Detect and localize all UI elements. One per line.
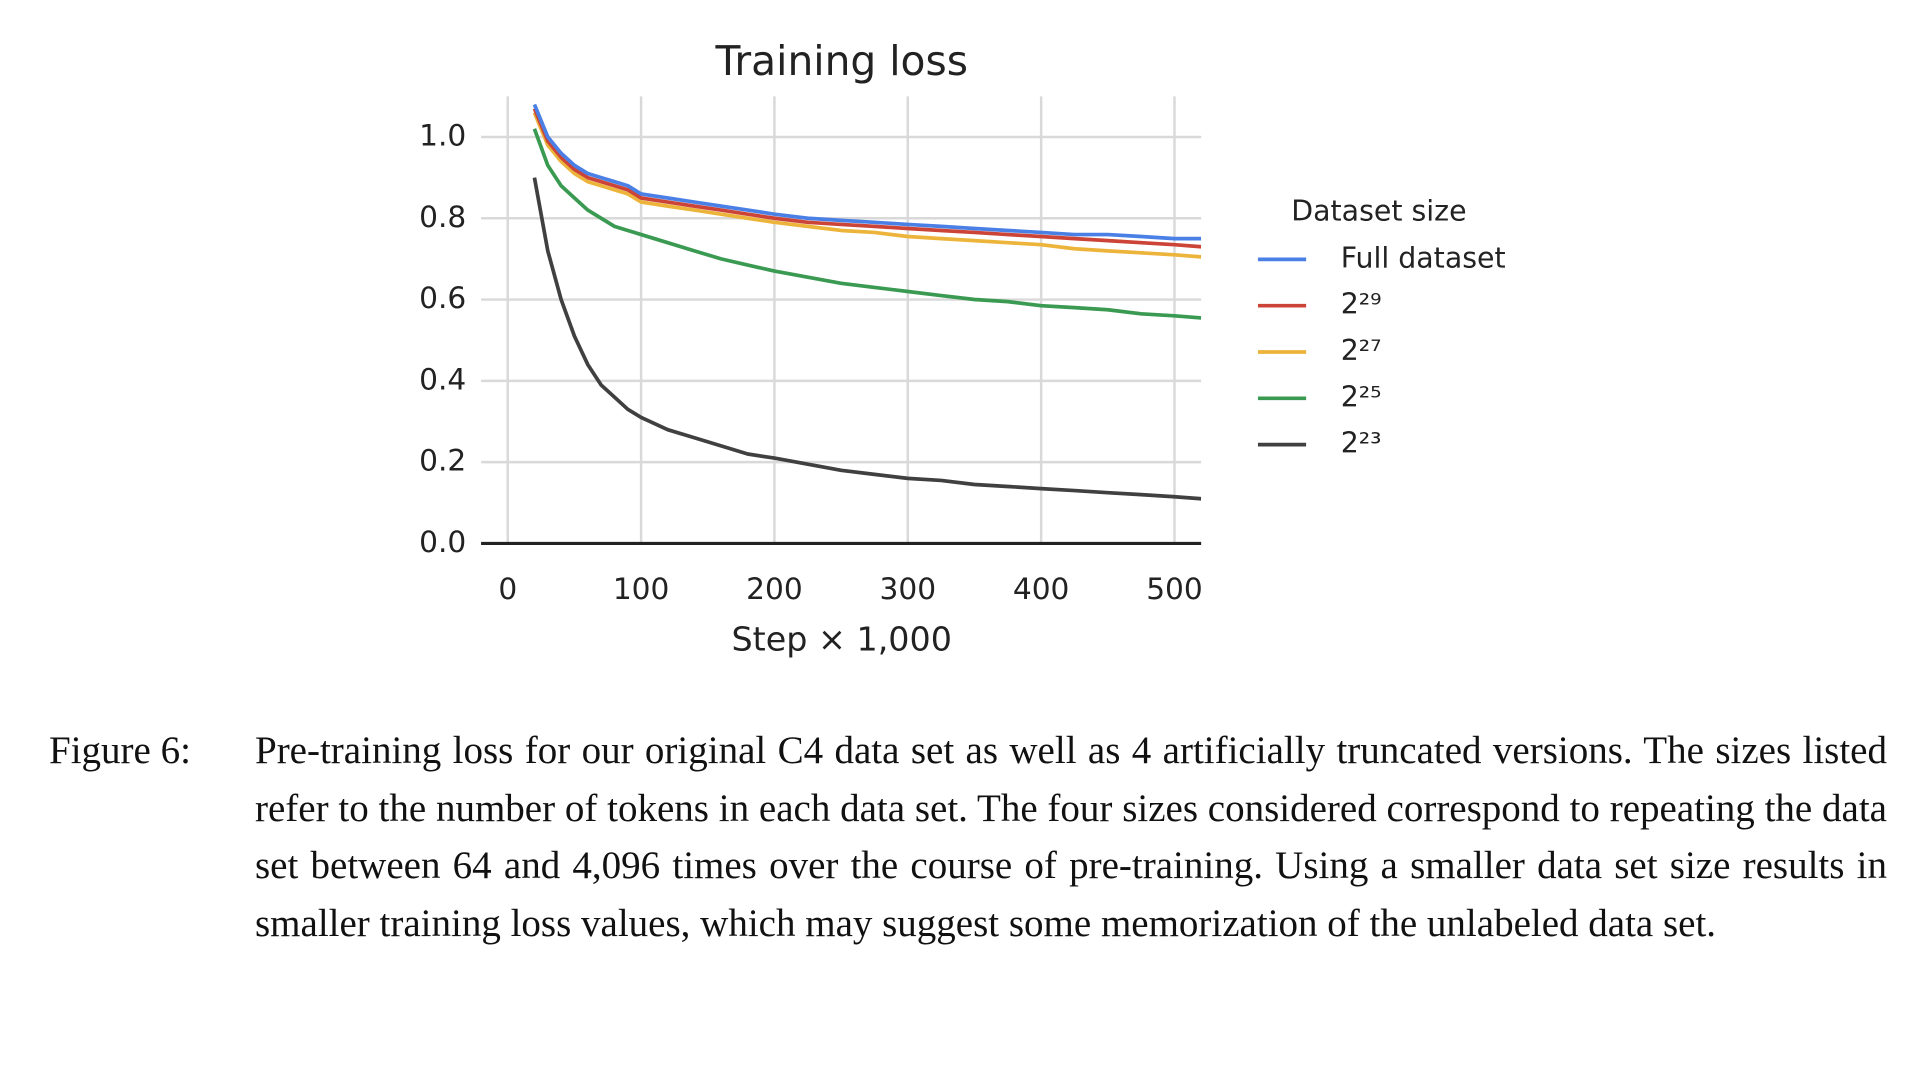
caption-text: Pre-training loss for our original C4 da… — [255, 729, 1887, 945]
x-tick-label: 300 — [880, 571, 937, 606]
y-tick-label: 0.2 — [419, 443, 466, 478]
y-tick-label: 1.0 — [419, 117, 466, 152]
chart-title: Training loss — [714, 37, 967, 85]
x-tick-label: 200 — [746, 571, 803, 606]
y-tick-label: 0.4 — [419, 361, 466, 396]
legend-label: 2²⁹ — [1341, 288, 1382, 321]
caption-label: Figure 6: — [49, 729, 191, 772]
series-line — [532, 128, 1202, 320]
x-axis-label: Step × 1,000 — [732, 620, 952, 659]
y-tick-label: 0.6 — [419, 280, 466, 315]
x-tick-label: 100 — [613, 571, 670, 606]
x-tick-label: 500 — [1146, 571, 1203, 606]
plot-area — [532, 103, 1202, 501]
y-tick-label: 0.8 — [419, 199, 466, 234]
series-line — [532, 177, 1202, 501]
legend-title: Dataset size — [1291, 194, 1466, 227]
legend-label: 2²³ — [1341, 427, 1382, 460]
legend-label: 2²⁵ — [1341, 380, 1382, 413]
series-line — [532, 103, 1202, 241]
series-line — [532, 111, 1202, 259]
series-line — [532, 107, 1202, 249]
y-tick-label: 0.0 — [419, 524, 466, 559]
legend-label: Full dataset — [1341, 241, 1506, 274]
legend-label: 2²⁷ — [1341, 334, 1382, 367]
chart: Training loss Step × 1,000 0.0 0.2 0.4 0.6 0… — [419, 37, 1506, 659]
x-tick-label: 400 — [1013, 571, 1070, 606]
x-tick-label: 0 — [498, 571, 517, 606]
